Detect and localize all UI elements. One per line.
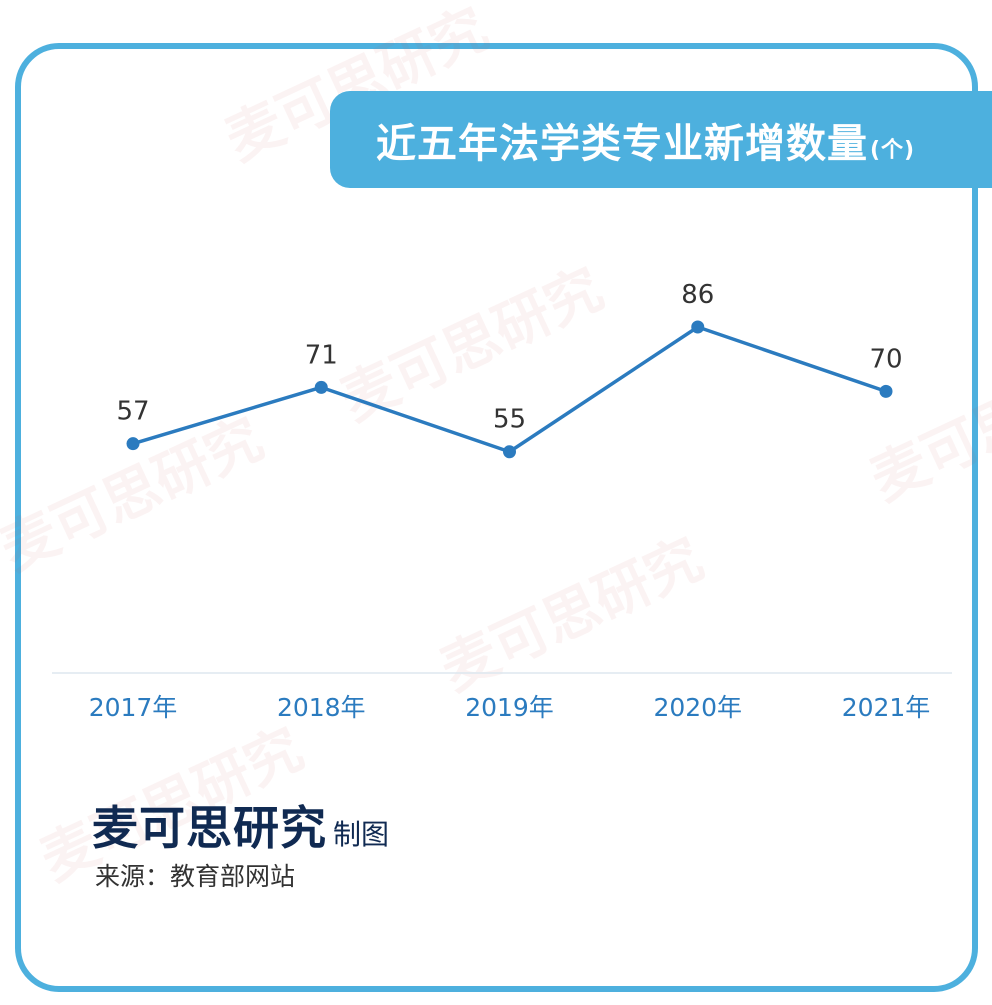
chart-title: 近五年法学类专业新增数量(个)	[376, 111, 915, 169]
data-label-1: 71	[305, 340, 338, 370]
x-tick-label-2: 2019年	[465, 693, 554, 722]
title-banner: 近五年法学类专业新增数量(个)	[330, 91, 992, 188]
x-tick-label-0: 2017年	[89, 693, 178, 722]
source-note: 来源：教育部网站	[95, 862, 296, 891]
brand-name: 麦可思研究	[92, 801, 327, 855]
data-label-4: 70	[869, 344, 902, 374]
data-label-3: 86	[681, 280, 714, 310]
data-point-3	[691, 320, 705, 334]
data-point-1	[314, 380, 328, 394]
data-label-2: 55	[493, 405, 526, 435]
data-points	[126, 320, 893, 459]
chart-title-unit: (个)	[870, 137, 916, 163]
x-tick-label-3: 2020年	[653, 693, 742, 722]
data-label-0: 57	[116, 397, 149, 427]
data-point-2	[503, 445, 516, 459]
data-point-0	[126, 437, 140, 451]
chart-title-text: 近五年法学类专业新增数量	[376, 120, 868, 167]
x-tick-labels: 2017年 2018年 2019年 2020年 2021年	[89, 693, 931, 722]
brand-suffix: 制图	[333, 818, 390, 851]
data-point-4	[879, 384, 893, 398]
brand-credit: 麦可思研究 制图	[92, 792, 389, 858]
card-frame	[15, 43, 978, 992]
x-tick-label-4: 2021年	[842, 693, 931, 722]
data-labels: 57 71 55 86 70	[116, 280, 902, 435]
x-tick-label-1: 2018年	[277, 693, 366, 722]
